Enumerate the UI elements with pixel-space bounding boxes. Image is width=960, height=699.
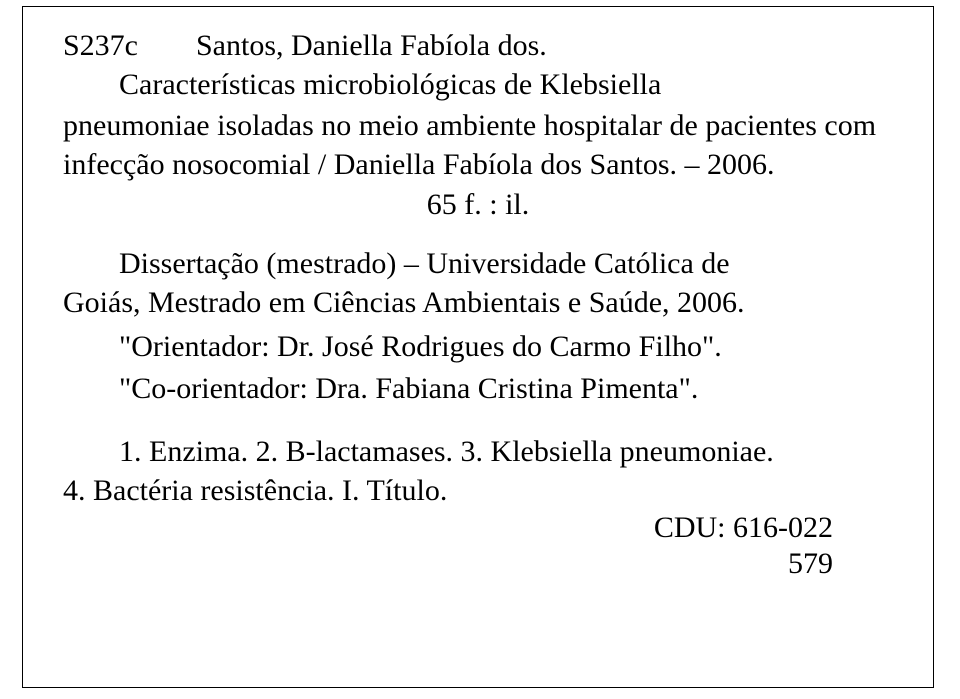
coadvisor-line: "Co-orientador: Dra. Fabiana Cristina Pi…: [63, 372, 893, 406]
cdu-number: 579: [63, 546, 833, 582]
dissertation-block: Dissertação (mestrado) – Universidade Ca…: [63, 244, 893, 322]
pagination: 65 f. : il.: [63, 188, 893, 222]
catalog-card: S237c Santos, Daniella Fabíola dos. Cara…: [22, 6, 934, 688]
call-number: S237c: [63, 27, 138, 65]
subjects-line-1: 1. Enzima. 2. B-lactamases. 3. Klebsiell…: [63, 432, 893, 471]
cdu-block: CDU: 616-022 579: [63, 510, 893, 582]
subjects-block: 1. Enzima. 2. B-lactamases. 3. Klebsiell…: [63, 432, 893, 510]
dissertation-rest: Goiás, Mestrado em Ciências Ambientais e…: [63, 283, 893, 322]
title-rest: pneumoniae isoladas no meio ambiente hos…: [63, 106, 893, 184]
header-row: S237c Santos, Daniella Fabíola dos.: [63, 27, 893, 65]
title-block: Características microbiológicas de Klebs…: [63, 65, 893, 184]
subjects-rest: 4. Bactéria resistência. I. Título.: [63, 471, 893, 510]
author-name: Santos, Daniella Fabíola dos.: [196, 27, 893, 65]
title-line-1: Características microbiológicas de Klebs…: [63, 65, 893, 104]
advisor-line: "Orientador: Dr. José Rodrigues do Carmo…: [63, 330, 893, 364]
dissertation-line-1: Dissertação (mestrado) – Universidade Ca…: [63, 244, 893, 283]
cdu-label: CDU: 616-022: [63, 510, 833, 546]
